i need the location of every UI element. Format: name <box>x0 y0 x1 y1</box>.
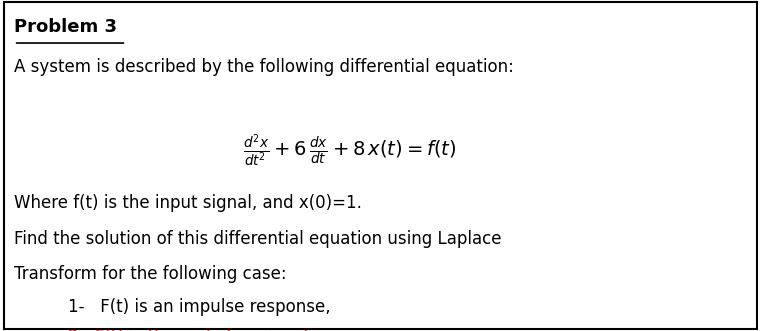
Text: Transform for the following case:: Transform for the following case: <box>14 265 286 283</box>
Text: 2-  F(t) is the unit step signal.: 2- F(t) is the unit step signal. <box>68 328 314 331</box>
Text: Problem 3: Problem 3 <box>14 18 116 36</box>
Text: Find the solution of this differential equation using Laplace: Find the solution of this differential e… <box>14 230 501 248</box>
Text: 1-   F(t) is an impulse response,: 1- F(t) is an impulse response, <box>68 298 331 316</box>
Text: Where f(t) is the input signal, and x(0)=1.: Where f(t) is the input signal, and x(0)… <box>14 194 361 212</box>
Text: A system is described by the following differential equation:: A system is described by the following d… <box>14 58 514 76</box>
Text: $\frac{d^2x}{dt^2} + 6\,\frac{dx}{dt} + 8\,x(t) = f(t)$: $\frac{d^2x}{dt^2} + 6\,\frac{dx}{dt} + … <box>244 132 457 169</box>
